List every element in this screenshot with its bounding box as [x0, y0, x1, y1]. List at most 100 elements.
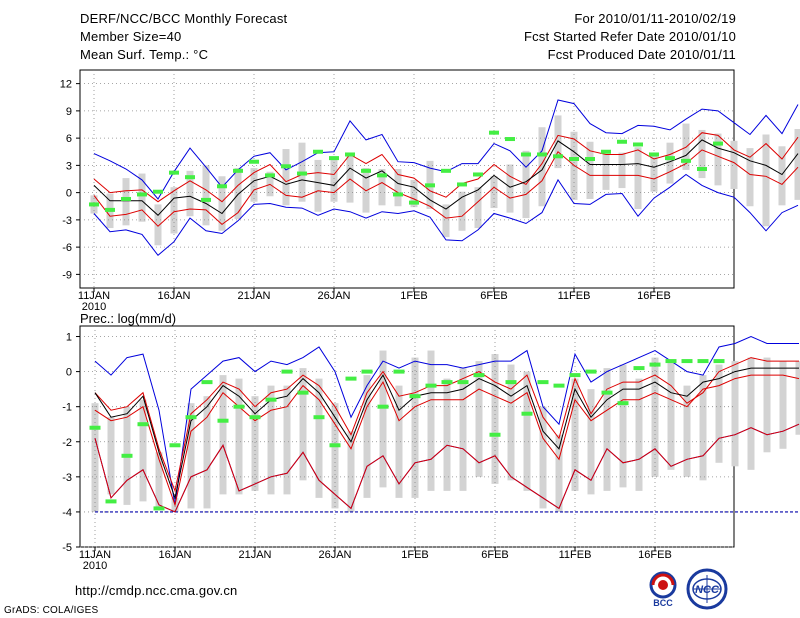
ensemble-box: [698, 129, 706, 179]
mean-marker: [521, 152, 531, 157]
ensemble-box: [282, 149, 290, 206]
mean-marker: [153, 189, 163, 194]
ensemble-box: [539, 406, 547, 509]
ensemble-box: [315, 378, 323, 498]
mean-marker: [393, 369, 405, 374]
mean-marker: [361, 369, 373, 374]
mean-marker: [297, 390, 309, 395]
mean-marker: [377, 404, 389, 409]
mean-marker: [377, 173, 387, 178]
mean-marker: [409, 200, 419, 205]
grads-credit: GrADS: COLA/IGES: [4, 605, 99, 616]
ncc-logo-text: NCC: [695, 584, 720, 596]
y-tick-label: -3: [62, 215, 72, 227]
upper-percentile-line: [94, 357, 799, 493]
mean-marker: [345, 376, 357, 381]
ensemble-box: [218, 176, 226, 231]
ensemble-box: [187, 403, 195, 509]
mean-marker: [105, 207, 115, 212]
mean-marker: [153, 506, 165, 511]
mean-marker: [681, 158, 691, 163]
ensemble-box: [779, 361, 787, 449]
mean-marker: [409, 394, 421, 399]
ensemble-box: [603, 368, 611, 491]
mean-marker: [505, 137, 515, 142]
x-tick-label: 11JAN: [78, 290, 110, 302]
y-tick-label: -3: [62, 472, 72, 484]
forecast-period: For 2010/01/11-2010/02/19: [574, 11, 736, 26]
ensemble-box: [459, 368, 467, 491]
y-tick-label: -2: [62, 437, 72, 449]
x-tick-label: 16JAN: [158, 549, 191, 561]
x-tick-label: 11JAN: [79, 549, 111, 561]
ensemble-box: [283, 385, 291, 495]
ensemble-box: [346, 152, 354, 203]
mean-marker: [537, 152, 547, 157]
mean-marker: [249, 159, 259, 164]
ensemble-box: [490, 176, 498, 209]
ensemble-box: [378, 169, 386, 206]
ensemble-box: [234, 168, 242, 219]
y-tick-label: 0: [66, 367, 72, 379]
y-tick-label: 12: [60, 79, 72, 91]
mean-marker: [473, 373, 485, 378]
variable-label: Mean Surf. Temp.: °C: [80, 47, 209, 62]
ensemble-box: [474, 187, 482, 229]
ensemble-box: [714, 133, 722, 186]
mean-marker: [665, 156, 675, 161]
mean-marker: [201, 197, 211, 202]
ensemble-median-line: [93, 139, 799, 217]
ensemble-box: [715, 364, 723, 463]
mean-marker: [425, 383, 437, 388]
mean-marker: [265, 173, 275, 178]
ensemble-box: [314, 159, 322, 212]
ensemble-box: [330, 157, 338, 202]
mean-marker: [697, 167, 707, 172]
ensemble-box: [507, 364, 515, 481]
ensemble-box: [267, 385, 275, 495]
x-tick-label: 21JAN: [238, 549, 271, 561]
ensemble-box: [666, 142, 674, 184]
ensemble-box: [202, 165, 210, 226]
mean-marker: [217, 184, 227, 189]
ensemble-box: [587, 389, 595, 495]
upper-percentile-line: [93, 132, 799, 203]
ensemble-box: [667, 361, 675, 470]
x-year-label: 2010: [83, 560, 107, 572]
mean-marker: [313, 415, 325, 420]
member-size-label: Member Size=40: [80, 29, 182, 44]
forecast-started-date: Fcst Started Refer Date 2010/01/10: [523, 29, 736, 44]
mean-marker: [361, 168, 371, 173]
mean-marker: [441, 380, 453, 385]
max-envelope-line: [94, 335, 799, 505]
x-tick-label: 6FEB: [481, 549, 509, 561]
x-tick-label: 1FEB: [401, 549, 429, 561]
y-tick-label: 3: [66, 160, 72, 172]
x-tick-label: 6FEB: [480, 290, 508, 302]
ensemble-box: [219, 375, 227, 495]
ensemble-box: [730, 140, 738, 189]
ensemble-box: [634, 147, 642, 209]
mean-marker: [649, 362, 661, 367]
ensemble-box: [155, 452, 163, 509]
website-url[interactable]: http://cmdp.ncc.cma.gov.cn: [75, 583, 238, 598]
mean-marker: [441, 168, 451, 173]
mean-marker: [281, 369, 293, 374]
ensemble-box: [107, 417, 115, 495]
x-tick-label: 11FEB: [559, 549, 592, 561]
ensemble-box: [763, 357, 771, 453]
mean-marker: [505, 380, 517, 385]
mean-marker: [233, 168, 243, 173]
mean-marker: [713, 359, 725, 364]
ensemble-box: [602, 154, 610, 190]
mean-marker: [169, 170, 179, 175]
x-tick-label: 11FEB: [558, 290, 591, 302]
x-tick-label: 16FEB: [637, 290, 671, 302]
mean-marker: [329, 443, 341, 448]
mean-marker: [713, 141, 723, 146]
mean-marker: [121, 453, 133, 458]
mean-marker: [457, 380, 469, 385]
mean-marker: [425, 183, 435, 188]
ensemble-box: [235, 378, 243, 495]
ensemble-box: [186, 170, 194, 217]
